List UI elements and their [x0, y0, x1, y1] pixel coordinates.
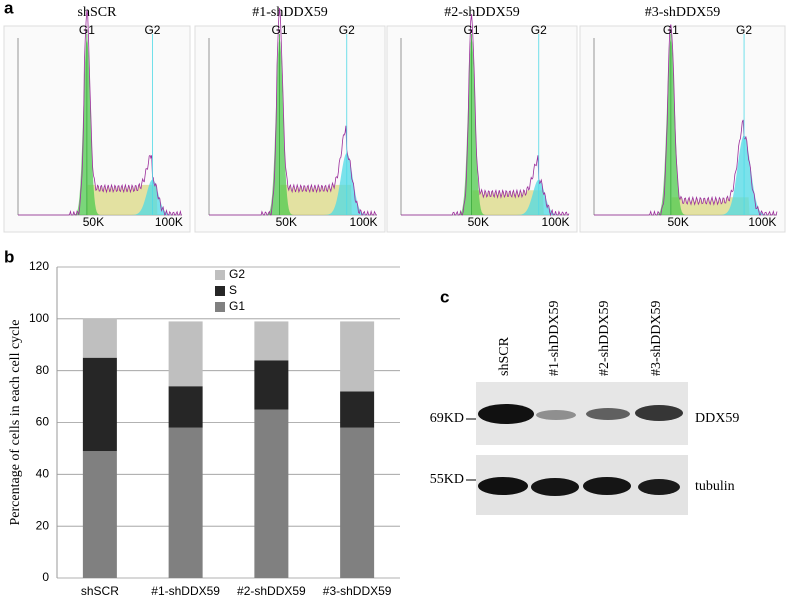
x-tick-label: 50K	[83, 215, 104, 229]
bar-segment	[254, 409, 289, 578]
peak-label: G1	[272, 23, 288, 37]
x-tick-label: 50K	[468, 215, 489, 229]
lane-label: #2-shDDX59	[597, 301, 612, 376]
peak-label: G1	[79, 23, 95, 37]
panel-label: a	[4, 0, 14, 17]
histogram-outline	[594, 24, 778, 216]
histogram-title: #2-shDDX59	[444, 5, 519, 20]
y-tick-label: 100	[29, 311, 49, 325]
bar-segment	[168, 427, 203, 578]
marker-label: 55KD	[430, 472, 464, 487]
legend-label: G1	[229, 299, 245, 313]
bar-segment	[340, 427, 375, 578]
legend-swatch	[215, 302, 225, 312]
x-tick-label: 50K	[668, 215, 689, 229]
bar-segment	[254, 360, 289, 410]
panel-label: c	[440, 287, 449, 306]
histogram-outline	[401, 14, 570, 217]
y-tick-label: 120	[29, 259, 49, 273]
legend-swatch	[215, 270, 225, 280]
y-tick-label: 0	[42, 570, 49, 584]
phase-g2	[594, 135, 777, 215]
y-tick-label: 60	[36, 415, 50, 429]
y-tick-label: 80	[36, 363, 50, 377]
y-tick-label: 40	[36, 467, 50, 481]
bar-segment	[82, 451, 117, 578]
peak-label: G2	[531, 23, 547, 37]
bar-segment	[168, 386, 203, 428]
histogram-panels: shSCR G1 G2 50K 100K #1-shDDX59 G1 G2 50K 100K #2-…	[3, 5, 786, 233]
bar-segment	[254, 321, 289, 361]
legend-label: S	[229, 283, 237, 297]
bar-segment	[82, 318, 117, 358]
lane-label: #3-shDDX59	[649, 301, 664, 376]
peak-label: G1	[663, 23, 679, 37]
protein-label: DDX59	[695, 411, 739, 426]
band	[635, 405, 683, 421]
x-tick-label: 100K	[350, 215, 378, 229]
panel-label: b	[4, 247, 14, 266]
bar-segment	[82, 357, 117, 452]
histogram-outline	[209, 7, 377, 216]
bar-chart: 0 20 40 60 80 100 120 Percentage of cells in ea…	[8, 259, 400, 598]
phase-s	[401, 190, 569, 215]
lane-label: shSCR	[497, 336, 512, 376]
phase-g2	[18, 179, 182, 215]
phase-g2	[209, 153, 377, 215]
band	[531, 478, 579, 496]
lane-label: #1-shDDX59	[547, 301, 562, 376]
histogram-outline	[18, 10, 182, 216]
peak-label: G2	[736, 23, 752, 37]
x-tick-label: shSCR	[81, 584, 119, 598]
legend-swatch	[215, 286, 225, 296]
phase-s	[18, 184, 182, 215]
band	[586, 408, 630, 420]
legend-label: G2	[229, 267, 245, 281]
band	[478, 477, 528, 495]
band	[638, 479, 680, 495]
western-blot: 69KD 55KD DDX59 tubulin shSCR #1-shDDX59 #…	[430, 301, 739, 515]
protein-label: tubulin	[695, 479, 735, 494]
x-tick-label: 100K	[155, 215, 183, 229]
x-tick-label: 50K	[276, 215, 297, 229]
x-tick-label: 100K	[542, 215, 570, 229]
histogram-title: #3-shDDX59	[645, 5, 720, 20]
marker-label: 69KD	[430, 411, 464, 426]
band	[478, 404, 534, 424]
x-tick-label: #1-shDDX59	[151, 584, 220, 598]
x-tick-label: #2-shDDX59	[237, 584, 306, 598]
bar-segment	[340, 391, 375, 428]
peak-label: G2	[339, 23, 355, 37]
band	[583, 477, 631, 495]
peak-label: G1	[464, 23, 480, 37]
y-axis-label: Percentage of cells in each cell cycle	[8, 320, 23, 526]
x-tick-label: 100K	[748, 215, 776, 229]
band	[536, 410, 576, 420]
peak-label: G2	[144, 23, 160, 37]
y-tick-label: 20	[36, 518, 50, 532]
bar-segment	[168, 321, 203, 387]
phase-g2	[401, 179, 569, 215]
x-tick-label: #3-shDDX59	[323, 584, 392, 598]
histogram-title: #1-shDDX59	[252, 5, 327, 20]
bar-segment	[340, 321, 375, 392]
histogram-title: shSCR	[78, 5, 118, 20]
